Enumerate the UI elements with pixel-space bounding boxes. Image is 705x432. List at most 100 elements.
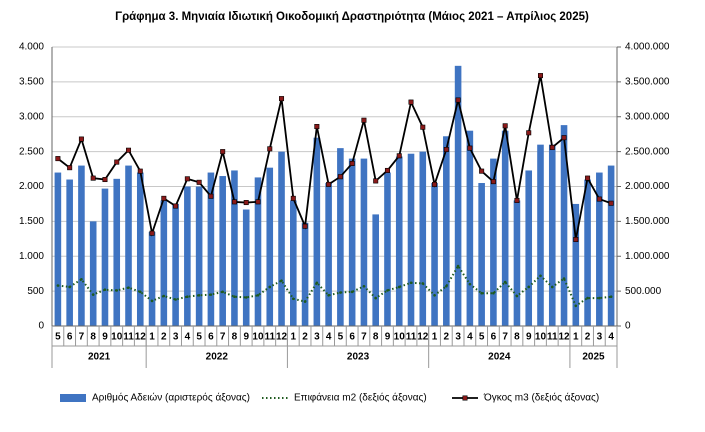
marker: [409, 281, 413, 285]
x-tick-label: 6: [208, 332, 214, 343]
marker: [374, 296, 377, 300]
x-tick-label: 9: [243, 332, 249, 343]
marker: [67, 165, 73, 171]
marker: [562, 277, 566, 280]
x-tick-label: 4: [185, 332, 191, 343]
bar: [501, 130, 509, 326]
marker: [479, 168, 485, 174]
x-tick-label: 7: [361, 332, 367, 343]
marker: [90, 175, 96, 181]
x-tick-label: 7: [502, 332, 508, 343]
marker: [244, 296, 248, 299]
y2-tick-label: 3.500.000: [625, 77, 670, 88]
bar: [560, 125, 568, 327]
bar: [443, 136, 450, 326]
marker: [197, 294, 201, 297]
bar: [101, 188, 109, 326]
marker: [103, 288, 107, 292]
bar: [242, 209, 250, 326]
bar: [548, 144, 556, 326]
x-tick-label: 6: [349, 332, 355, 343]
marker: [609, 295, 613, 299]
marker: [537, 73, 543, 79]
x-tick-label: 4: [467, 332, 473, 343]
legend-label: Όγκος m3 (δεξιός άξονας): [483, 392, 599, 404]
x-tick-label: 11: [264, 332, 275, 343]
y2-tick-label: 500.000: [625, 286, 662, 297]
bar: [172, 203, 179, 326]
y-tick-label: 3.000: [19, 111, 44, 122]
bar: [195, 186, 203, 326]
bar: [136, 172, 144, 326]
marker: [550, 285, 554, 289]
marker: [290, 195, 296, 201]
marker: [268, 285, 272, 289]
y2-tick-label: 2.000.000: [625, 181, 670, 192]
x-tick-label: 6: [67, 332, 73, 343]
x-group-label: 2022: [206, 352, 229, 363]
marker: [421, 282, 425, 285]
marker: [303, 300, 307, 303]
y-tick-label: 3.500: [19, 77, 44, 88]
x-tick-label: 2: [302, 332, 308, 343]
marker: [515, 294, 519, 298]
y2-tick-label: 2.500.000: [625, 146, 670, 157]
marker: [561, 135, 567, 141]
bar: [454, 65, 462, 327]
bar: [125, 165, 132, 326]
chart-title: Γράφημα 3. Μηνιαία Ιδιωτική Οικοδομική Δ…: [115, 11, 589, 23]
bar: [254, 177, 262, 326]
marker: [384, 167, 390, 173]
marker: [361, 117, 367, 123]
marker: [362, 284, 366, 288]
marker: [78, 136, 84, 142]
x-tick-label: 8: [90, 332, 96, 343]
marker: [549, 144, 555, 150]
marker: [386, 289, 389, 292]
marker: [221, 290, 224, 294]
y-tick-label: 500: [27, 286, 44, 297]
bar: [66, 179, 73, 326]
marker: [432, 181, 438, 187]
x-tick-label: 2: [161, 332, 167, 343]
marker: [456, 264, 460, 268]
x-tick-label: 5: [338, 332, 344, 343]
marker: [115, 289, 119, 292]
marker: [490, 179, 496, 185]
marker: [349, 160, 355, 166]
x-tick-label: 8: [514, 332, 520, 343]
marker: [150, 299, 154, 303]
marker: [91, 293, 95, 296]
x-tick-label: 2: [444, 332, 450, 343]
bar: [360, 158, 368, 326]
y-tick-label: 0: [38, 321, 44, 332]
x-tick-label: 3: [597, 332, 603, 343]
bar: [113, 178, 121, 326]
marker: [55, 156, 61, 162]
x-tick-label: 3: [455, 332, 461, 343]
bar: [148, 231, 156, 326]
x-group-label: 2023: [347, 352, 370, 363]
x-tick-label: 12: [135, 332, 147, 343]
x-tick-label: 11: [406, 332, 417, 343]
bar: [313, 137, 321, 326]
marker: [137, 168, 143, 174]
marker: [339, 291, 342, 294]
marker: [585, 175, 591, 181]
marker: [480, 291, 483, 295]
marker: [126, 147, 132, 153]
marker: [196, 179, 202, 185]
x-tick-label: 12: [276, 332, 288, 343]
y2-tick-label: 1.000.000: [625, 251, 670, 262]
marker: [350, 290, 354, 294]
bar: [584, 179, 591, 326]
marker: [373, 178, 379, 184]
marker: [138, 290, 142, 294]
x-tick-label: 7: [220, 332, 226, 343]
y2-tick-label: 1.500.000: [625, 216, 670, 227]
legend-label: Επιφάνεια m2 (δεξιός άξονας): [294, 392, 427, 404]
marker: [279, 96, 285, 102]
y-tick-label: 4.000: [19, 42, 44, 53]
bar: [337, 148, 344, 326]
bar: [607, 165, 615, 326]
